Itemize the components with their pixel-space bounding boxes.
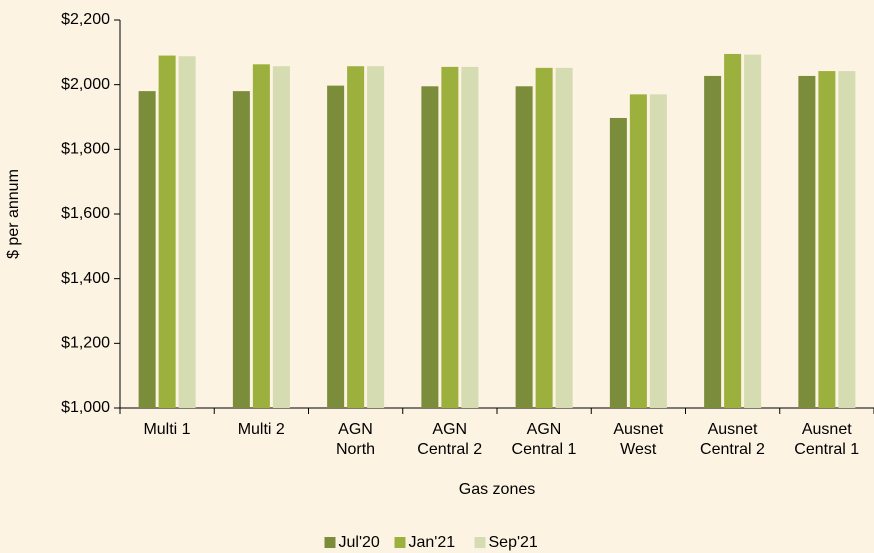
bar bbox=[252, 64, 270, 409]
y-tick-label: $1,600 bbox=[61, 205, 110, 222]
y-tick-label: $2,000 bbox=[61, 76, 110, 93]
bar bbox=[158, 55, 176, 409]
x-axis-title: Gas zones bbox=[459, 481, 535, 498]
legend-swatch bbox=[324, 537, 336, 548]
bar bbox=[232, 91, 250, 408]
y-tick-label: $1,200 bbox=[61, 335, 110, 352]
bar bbox=[649, 94, 667, 408]
bar bbox=[535, 67, 553, 408]
bar bbox=[818, 71, 836, 408]
bar bbox=[327, 85, 345, 409]
legend-label: Jul'20 bbox=[339, 534, 380, 551]
bar bbox=[838, 71, 856, 408]
y-tick-label: $1,800 bbox=[61, 141, 110, 158]
legend-swatch bbox=[394, 537, 406, 548]
y-tick-label: $1,000 bbox=[61, 399, 110, 416]
bar bbox=[272, 66, 290, 408]
legend-swatch bbox=[474, 537, 486, 548]
x-tick-label: AGN Central 1 bbox=[511, 421, 577, 458]
bar bbox=[347, 66, 365, 408]
x-tick-label: AGN North bbox=[335, 421, 376, 458]
x-tick-label: Ausnet Central 2 bbox=[700, 421, 765, 458]
bar bbox=[744, 54, 762, 408]
y-tick-label: $1,400 bbox=[61, 270, 110, 287]
bar bbox=[441, 66, 459, 408]
y-tick-label: $2,200 bbox=[61, 11, 110, 28]
bar bbox=[798, 75, 816, 408]
bar bbox=[724, 53, 742, 408]
bar bbox=[609, 117, 627, 408]
legend-label: Sep'21 bbox=[489, 534, 538, 551]
bar bbox=[555, 67, 573, 408]
bar bbox=[367, 66, 385, 408]
x-tick-label: AGN Central 2 bbox=[417, 421, 483, 458]
bar bbox=[178, 56, 196, 409]
x-tick-label: Multi 2 bbox=[237, 421, 285, 438]
y-axis-title: $ per annum bbox=[5, 169, 22, 259]
bar bbox=[461, 66, 479, 408]
bar bbox=[421, 86, 439, 409]
x-tick-label: Multi 1 bbox=[143, 421, 191, 438]
bar bbox=[629, 94, 647, 408]
bar bbox=[138, 91, 156, 408]
x-tick-label: Ausnet West bbox=[613, 421, 664, 458]
legend-label: Jan'21 bbox=[409, 534, 456, 551]
bar bbox=[515, 86, 533, 409]
bar bbox=[704, 75, 722, 408]
x-tick-label: Ausnet Central 1 bbox=[794, 421, 860, 458]
